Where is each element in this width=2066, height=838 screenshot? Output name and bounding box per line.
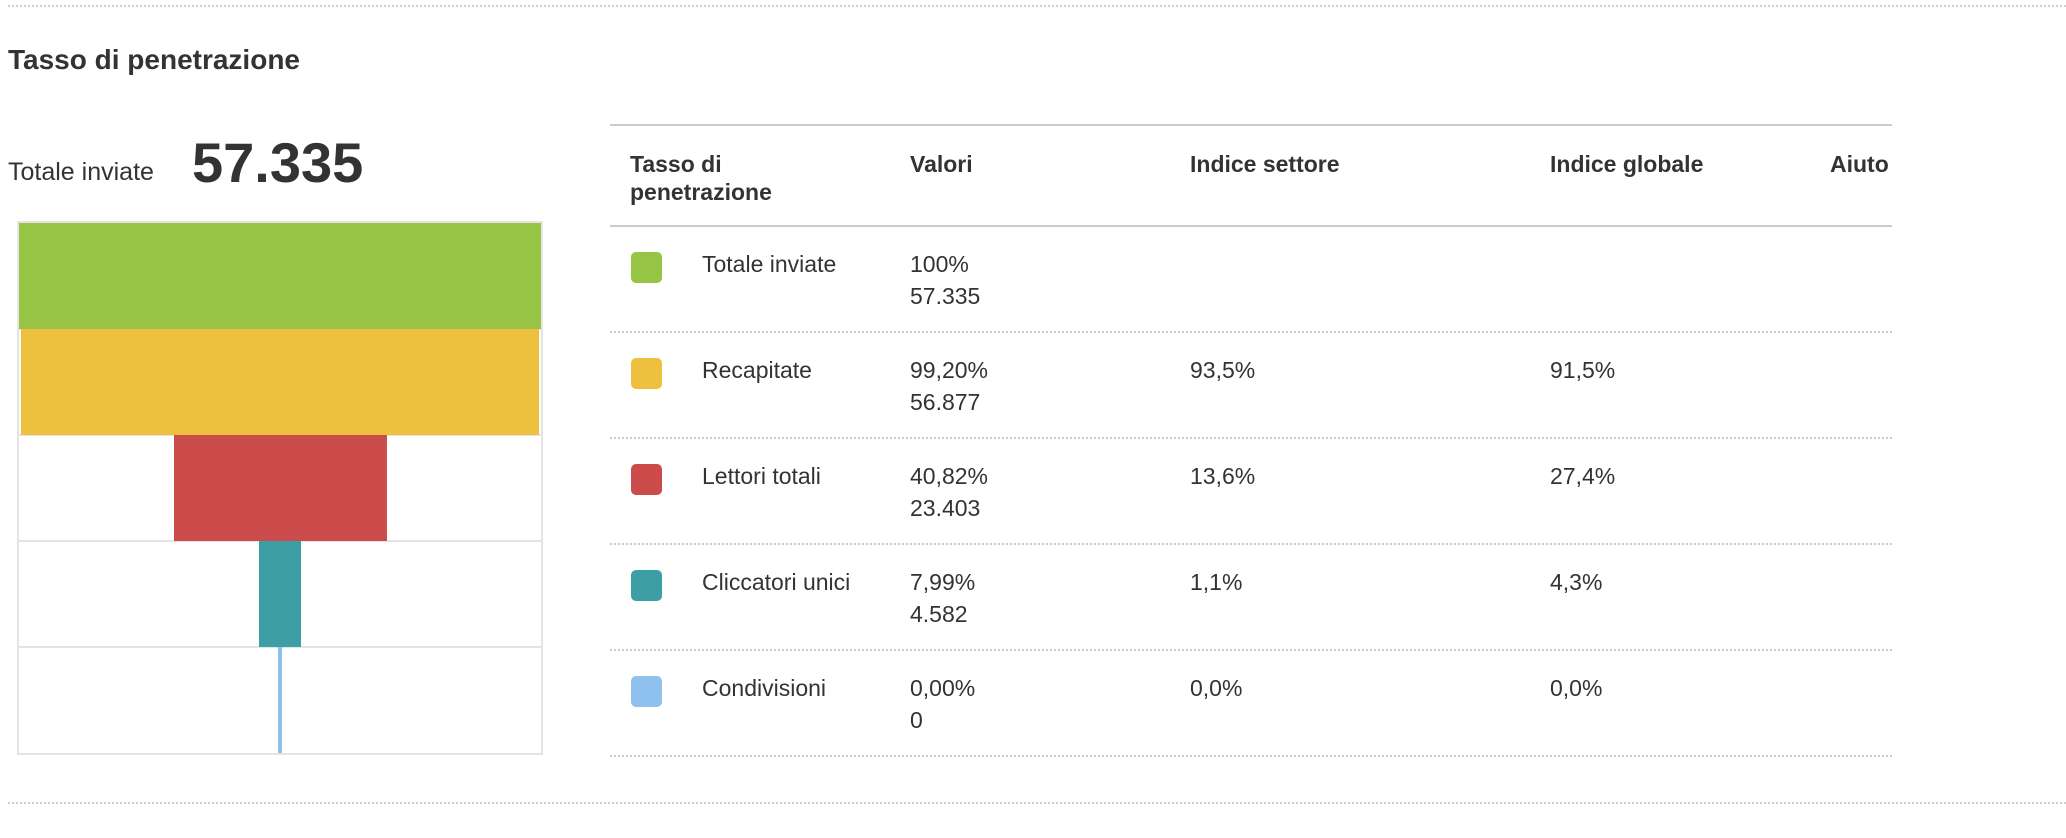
- row-sector-index: 93,5%: [1190, 357, 1256, 383]
- header-metric-line2: penetrazione: [630, 179, 772, 205]
- row-label: Totale inviate: [702, 251, 837, 277]
- row-label: Recapitate: [702, 357, 812, 383]
- row-divider: [610, 755, 1892, 757]
- funnel-bar-1: [19, 223, 541, 329]
- total-sent-value: 57.335: [192, 131, 364, 194]
- legend-swatch: [631, 252, 662, 283]
- funnel-bar-2: [21, 329, 539, 435]
- row-percent: 7,99%: [910, 569, 976, 595]
- row-global-index: 4,3%: [1550, 569, 1603, 595]
- header-metric: Tasso di penetrazione: [630, 150, 772, 206]
- row-count: 56.877: [910, 389, 981, 415]
- row-global-index: 0,0%: [1550, 675, 1603, 701]
- row-sector-index: 0,0%: [1190, 675, 1243, 701]
- total-sent-label: Totale inviate: [8, 158, 154, 186]
- row-divider: [610, 331, 1892, 333]
- penetration-funnel-chart: [17, 221, 543, 755]
- funnel-bar-3: [174, 435, 387, 541]
- row-divider: [610, 649, 1892, 651]
- row-count: 23.403: [910, 495, 981, 521]
- row-label: Condivisioni: [702, 675, 827, 701]
- table-top-border: [610, 124, 1892, 126]
- legend-swatch: [631, 464, 662, 495]
- row-divider: [610, 543, 1892, 545]
- row-label: Lettori totali: [702, 463, 821, 489]
- table-row: Recapitate 99,20% 56.877 93,5% 91,5%: [610, 333, 1892, 439]
- header-sector-index: Indice settore: [1190, 151, 1340, 177]
- table-row: Lettori totali 40,82% 23.403 13,6% 27,4%: [610, 439, 1892, 545]
- table-row: Condivisioni 0,00% 0 0,0% 0,0%: [610, 651, 1892, 757]
- row-count: 4.582: [910, 601, 968, 627]
- table-row: Totale inviate 100% 57.335: [610, 227, 1892, 333]
- header-help[interactable]: Aiuto: [1830, 151, 1889, 177]
- legend-swatch: [631, 358, 662, 389]
- header-metric-line1: Tasso di: [630, 151, 722, 177]
- funnel-bar-4: [259, 541, 301, 647]
- row-percent: 0,00%: [910, 675, 976, 701]
- legend-swatch: [631, 676, 662, 707]
- bottom-divider: [8, 802, 2066, 804]
- row-percent: 99,20%: [910, 357, 989, 383]
- funnel-bar-5: [278, 647, 282, 753]
- row-count: 0: [910, 707, 923, 733]
- row-percent: 100%: [910, 251, 969, 277]
- row-global-index: 91,5%: [1550, 357, 1616, 383]
- row-divider: [610, 437, 1892, 439]
- row-sector-index: 13,6%: [1190, 463, 1256, 489]
- top-divider: [8, 5, 2066, 7]
- legend-swatch: [631, 570, 662, 601]
- header-values: Valori: [910, 151, 973, 177]
- section-title: Tasso di penetrazione: [8, 44, 300, 75]
- header-global-index: Indice globale: [1550, 151, 1704, 177]
- header-divider: [610, 225, 1892, 227]
- row-percent: 40,82%: [910, 463, 989, 489]
- row-sector-index: 1,1%: [1190, 569, 1243, 595]
- row-count: 57.335: [910, 283, 981, 309]
- row-label: Cliccatori unici: [702, 569, 851, 595]
- row-global-index: 27,4%: [1550, 463, 1616, 489]
- table-row: Cliccatori unici 7,99% 4.582 1,1% 4,3%: [610, 545, 1892, 651]
